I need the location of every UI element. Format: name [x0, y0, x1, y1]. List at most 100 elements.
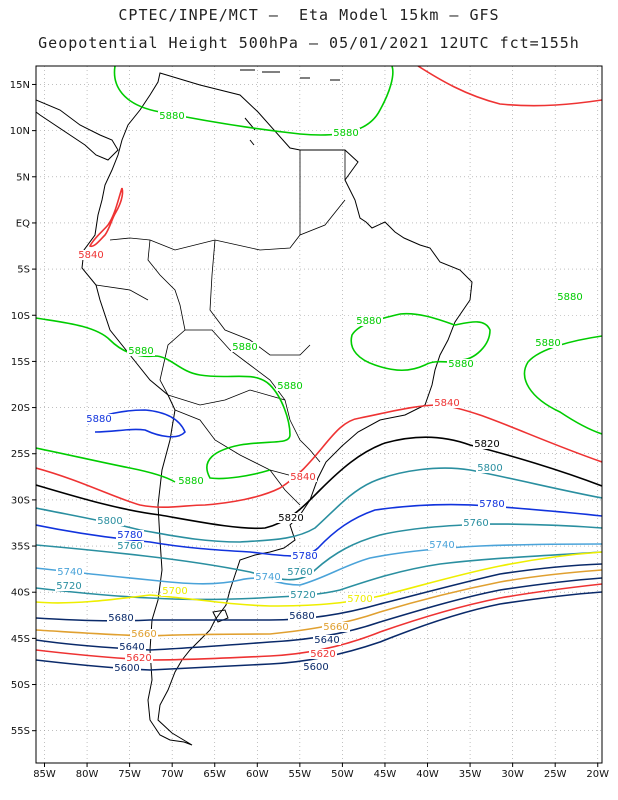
lat-tick-label: EQ [16, 218, 30, 229]
falkland-islands [212, 609, 229, 623]
lat-tick-label: 35S [11, 542, 30, 553]
contour-label: 5600 [114, 663, 139, 674]
contour-label-bg [433, 398, 461, 408]
contour-label-bg [534, 338, 562, 348]
lon-tick-label: 75W [118, 769, 141, 780]
contour-label-bg [177, 476, 205, 486]
contour-5700 [36, 551, 602, 607]
contour-label: 5880 [557, 292, 582, 303]
lon-tick-label: 85W [33, 769, 56, 780]
contour-5840-north [417, 66, 602, 107]
contour-label-bg [346, 594, 374, 604]
lon-tick-label: 25W [544, 769, 567, 780]
contour-label-bg [313, 635, 341, 645]
contour-label: 5820 [474, 439, 499, 450]
lon-tick-label: 80W [76, 769, 99, 780]
contour-label-bg [428, 540, 456, 550]
contour-label: 5820 [278, 513, 303, 524]
contour-label-bg [556, 292, 584, 302]
contour-5680 [36, 563, 602, 622]
chart-title: CPTEC/INPE/MCT – Eta Model 15km – GFS [118, 6, 500, 24]
contour-label-bg [118, 642, 146, 652]
contour-label-bg [286, 567, 314, 577]
contour-label: 5880 [535, 338, 560, 349]
contour-label: 5640 [119, 642, 144, 653]
contour-label: 5880 [448, 359, 473, 370]
contour-label: 5620 [126, 653, 151, 664]
contour-label-bg [161, 586, 189, 596]
contour-label: 5660 [323, 622, 348, 633]
contour-label-bg [96, 516, 124, 526]
lat-tick-label: 45S [11, 634, 30, 645]
contour-label-bg [447, 359, 475, 369]
contour-label-bg [107, 613, 135, 623]
contour-label: 5680 [108, 613, 133, 624]
country-borders [95, 150, 346, 506]
contour-label: 5640 [314, 635, 339, 646]
contour-label-bg [277, 513, 305, 523]
lon-tick-label: 20W [586, 769, 609, 780]
contour-5880-blue [87, 409, 186, 438]
contour-label: 5840 [434, 398, 459, 409]
lat-tick-label: 25S [11, 449, 30, 460]
caribbean-islands [240, 69, 340, 146]
contour-label-bg [309, 649, 337, 659]
contour-label-bg [332, 128, 360, 138]
contour-label-bg [125, 653, 153, 663]
contour-5880-central [350, 312, 491, 372]
contour-label: 5880 [178, 476, 203, 487]
contour-label: 5840 [290, 472, 315, 483]
lon-tick-label: 55W [289, 769, 312, 780]
lat-tick-label: 20S [11, 403, 30, 414]
contour-5880-west [36, 317, 291, 480]
contour-label-bg [85, 414, 113, 424]
contour-label: 5740 [57, 567, 82, 578]
contour-label-bg [116, 541, 144, 551]
contour-label-bg [289, 590, 317, 600]
lon-tick-label: 40W [416, 769, 439, 780]
grid-lines [36, 66, 602, 763]
map-frame [35, 65, 603, 764]
contour-label: 5880 [232, 342, 257, 353]
contour-label-bg [158, 111, 186, 121]
contour-5740 [36, 543, 602, 586]
contour-label-bg [291, 551, 319, 561]
contour-label: 5660 [131, 629, 156, 640]
contour-label-bg [127, 346, 155, 356]
axis-tick-labels: 15N 10N 5N EQ 5S 10S 15S 20S 25S 30S 35S 40S 45S 50S 5… [10, 80, 609, 780]
lat-tick-label: 5N [16, 172, 30, 183]
lat-tick-label: 50S [11, 680, 30, 691]
contour-label: 5800 [97, 516, 122, 527]
contour-label-bg [355, 316, 383, 326]
central-america-outline [36, 99, 119, 161]
lat-tick-label: 10N [10, 126, 30, 137]
contour-label: 5760 [287, 567, 312, 578]
contour-label: 5880 [86, 414, 111, 425]
contour-label-bg [462, 518, 490, 528]
contour-label-bg [478, 499, 506, 509]
contour-label-bg [289, 472, 317, 482]
contour-label-bg [473, 439, 501, 449]
lat-tick-label: 15S [11, 357, 30, 368]
contour-label-bg [113, 663, 141, 673]
contour-label: 5880 [333, 128, 358, 139]
contour-label: 5680 [289, 611, 314, 622]
contour-label: 5880 [159, 111, 184, 122]
lat-tick-label: 15N [10, 80, 30, 91]
contour-label: 5740 [429, 540, 454, 551]
contour-label: 5880 [277, 381, 302, 392]
contour-label: 5840 [78, 250, 103, 261]
lon-tick-label: 45W [374, 769, 397, 780]
lon-tick-label: 65W [203, 769, 226, 780]
contour-label-bg [322, 622, 350, 632]
contour-label-bg [55, 581, 83, 591]
lon-tick-label: 30W [501, 769, 524, 780]
contour-label: 5780 [117, 530, 142, 541]
contour-label: 5880 [356, 316, 381, 327]
contour-label-bg [77, 250, 105, 260]
lat-tick-label: 40S [11, 588, 30, 599]
contour-label: 5720 [290, 590, 315, 601]
contour-label: 5880 [128, 346, 153, 357]
contour-label-bg [56, 567, 84, 577]
lat-tick-label: 30S [11, 495, 30, 506]
